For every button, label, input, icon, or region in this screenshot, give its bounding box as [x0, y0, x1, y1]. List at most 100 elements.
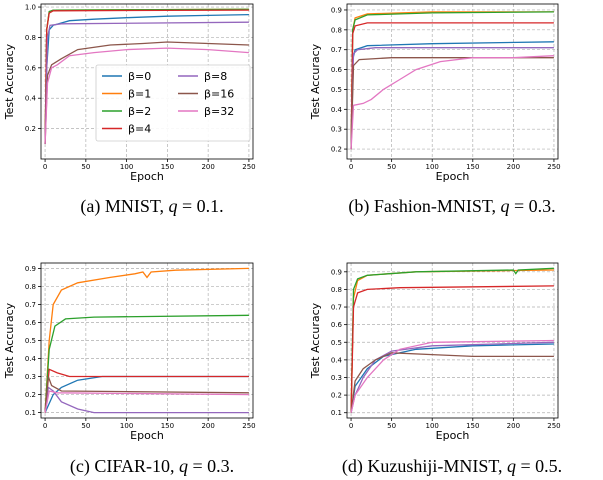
legend-box — [95, 64, 251, 142]
y-axis-label: Test Accuracy — [3, 302, 16, 379]
caption-variable: q — [507, 456, 516, 476]
chart-panel-4: 0 50 100 150 200 250 0.1 0.2 0.3 0.4 0.5 0.6 0.7 0.8 0… — [309, 262, 562, 477]
caption-prefix: (b) Fashion-MNIST, — [348, 196, 500, 217]
x-tick-label: 150 — [161, 422, 174, 430]
legend-entry: β=1 — [128, 88, 151, 101]
x-tick-label: 50 — [81, 422, 90, 430]
y-tick-label: 0.7 — [331, 46, 342, 54]
x-axis-label: Epoch — [130, 170, 164, 183]
y-axis-label: Test Accuracy — [309, 302, 322, 379]
legend-entry: β=4 — [128, 123, 151, 136]
panel-caption: (b) Fashion-MNIST, q = 0.3. — [348, 196, 555, 217]
series-line-0 — [44, 13, 249, 144]
y-tick-label: 0.6 — [331, 66, 343, 74]
x-tick-label: 250 — [242, 422, 255, 430]
x-tick-label: 0 — [43, 422, 47, 430]
legend-entry: β=32 — [204, 105, 234, 118]
y-axis-label: Test Accuracy — [309, 43, 322, 120]
y-tick-label: 0.9 — [331, 6, 342, 14]
y-axis-label: Test Accuracy — [3, 43, 16, 120]
panel-caption: (c) CIFAR-10, q = 0.3. — [70, 456, 234, 477]
y-tick-label: 0.3 — [25, 373, 36, 381]
x-tick-label: 200 — [507, 163, 520, 171]
panel-caption: (d) Kuzushiji-MNIST, q = 0.5. — [342, 456, 562, 477]
y-tick-label: 0.8 — [331, 26, 342, 34]
x-tick-label: 0 — [349, 163, 353, 171]
plot-frame — [346, 262, 559, 419]
legend-entry: β=8 — [204, 70, 227, 83]
legend: β=0 β=1 β=2 β=4 β=8 β=16 β=32 — [95, 64, 251, 142]
caption-variable: q — [501, 196, 510, 216]
caption-suffix: = 0.3. — [188, 456, 234, 476]
x-tick-label: 250 — [547, 422, 560, 430]
caption-suffix: = 0.1. — [178, 196, 224, 216]
x-axis-label: Epoch — [436, 429, 470, 442]
y-tick-label: 0.5 — [331, 86, 342, 94]
x-tick-label: 0 — [43, 163, 47, 171]
y-tick-label: 0.4 — [331, 356, 343, 364]
y-tick-label: 0.1 — [331, 409, 342, 417]
series-line-4 — [350, 47, 554, 150]
y-tick-label: 0.4 — [331, 106, 343, 114]
y-tick-label: 0.1 — [25, 409, 36, 417]
caption-prefix: (d) Kuzushiji-MNIST, — [342, 456, 507, 477]
caption-suffix: = 0.3. — [510, 196, 556, 216]
y-tick-label: 0.7 — [331, 304, 342, 312]
y-tick-label: 0.6 — [331, 321, 343, 329]
legend-entry: β=16 — [204, 88, 234, 101]
x-tick-label: 0 — [349, 422, 353, 430]
x-tick-label: 50 — [387, 163, 396, 171]
x-tick-label: 250 — [547, 163, 560, 171]
series-line-3 — [350, 285, 554, 413]
series-line-4 — [44, 386, 249, 414]
y-tick-label: 0.3 — [331, 126, 342, 134]
series-line-2 — [44, 314, 249, 413]
series-line-6 — [44, 390, 249, 413]
x-tick-label: 100 — [426, 163, 439, 171]
x-tick-label: 150 — [161, 163, 174, 171]
legend-entry: β=0 — [128, 70, 151, 83]
y-tick-label: 0.6 — [25, 319, 37, 327]
y-tick-label: 0.9 — [331, 268, 342, 276]
series-line-1 — [350, 11, 554, 150]
chart-panel-1: 0 50 100 150 200 250 0.2 0.4 0.6 0.8 1.0 Epoch Test … — [3, 4, 256, 217]
series-line-5 — [44, 41, 249, 144]
y-tick-label: 0.8 — [25, 34, 36, 42]
y-tick-label: 0.2 — [25, 391, 36, 399]
series-line-6 — [44, 47, 249, 144]
caption-prefix: (c) CIFAR-10, — [70, 456, 179, 477]
x-tick-label: 150 — [466, 163, 479, 171]
y-tick-label: 0.3 — [331, 374, 342, 382]
x-tick-label: 100 — [120, 163, 133, 171]
x-tick-label: 50 — [81, 163, 90, 171]
y-tick-label: 0.4 — [25, 95, 37, 103]
y-tick-label: 0.2 — [331, 146, 342, 154]
series-line-4 — [44, 21, 249, 144]
caption-prefix: (a) MNIST, — [80, 196, 168, 217]
x-tick-label: 50 — [387, 422, 396, 430]
chart-panel-2: 0 50 100 150 200 250 0.2 0.3 0.4 0.5 0.6 0.7 0.8 0.9 E… — [309, 3, 561, 217]
caption-suffix: = 0.5. — [516, 456, 562, 476]
series-line-5 — [44, 376, 249, 413]
x-tick-label: 250 — [242, 163, 255, 171]
y-tick-label: 0.7 — [25, 301, 36, 309]
y-tick-label: 0.8 — [331, 286, 342, 294]
caption-variable: q — [169, 196, 178, 216]
series-line-5 — [350, 57, 554, 150]
x-tick-label: 100 — [426, 422, 439, 430]
x-tick-label: 150 — [466, 422, 479, 430]
chart-panel-3: 0 50 100 150 200 250 0.1 0.2 0.3 0.4 0.5 0.6 0.7 0.8 0… — [3, 262, 256, 477]
y-tick-label: 0.2 — [25, 125, 36, 133]
series-line-2 — [350, 11, 554, 150]
plot-frame — [346, 3, 559, 160]
x-axis-label: Epoch — [436, 170, 470, 183]
panel-caption: (a) MNIST, q = 0.1. — [80, 196, 223, 217]
y-tick-label: 0.4 — [25, 355, 37, 363]
series-line-3 — [350, 22, 554, 150]
series-line-1 — [44, 267, 249, 413]
y-tick-label: 0.5 — [25, 337, 36, 345]
x-tick-label: 200 — [201, 163, 214, 171]
series-line-6 — [350, 339, 554, 413]
y-tick-label: 0.2 — [331, 392, 342, 400]
